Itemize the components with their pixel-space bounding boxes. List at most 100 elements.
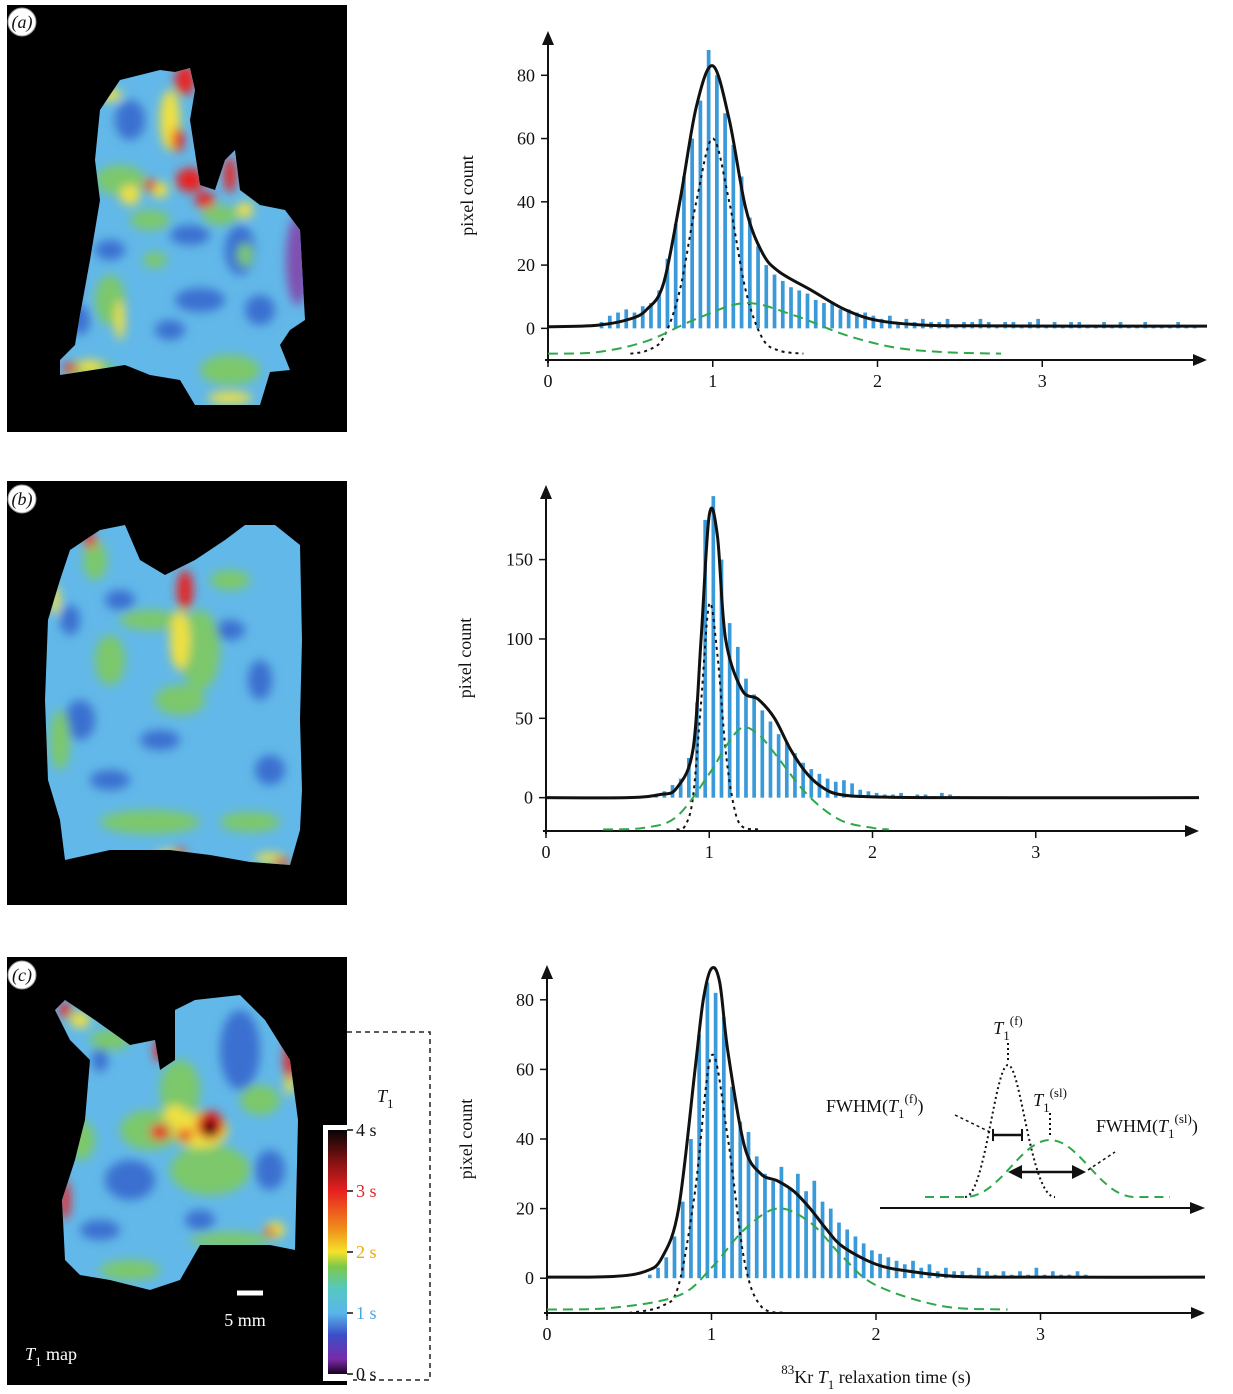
leader-line: [1087, 1151, 1116, 1171]
map-blob: [95, 240, 125, 260]
text-part: 1: [1003, 1028, 1010, 1043]
histogram-bar: [697, 1034, 702, 1279]
histogram-bar: [607, 315, 612, 329]
text-part: T: [1158, 1116, 1170, 1136]
annotation: FWHM(T1(sl)): [1096, 1111, 1198, 1141]
map-blob: [100, 1260, 160, 1280]
histogram-bar: [731, 144, 736, 329]
fit-curve: [546, 966, 1206, 1279]
histogram-bar: [858, 789, 863, 798]
map-blob: [120, 610, 180, 630]
y-axis-label: pixel count: [455, 618, 475, 698]
x-tick-label: 0: [543, 1324, 552, 1344]
histogram-bar: [952, 1271, 956, 1279]
text-part: (f): [905, 1091, 918, 1106]
histogram-bar: [845, 1229, 850, 1279]
map-blob: [120, 185, 140, 205]
text-part: (sl): [1050, 1085, 1067, 1100]
y-tick-label: 0: [525, 1268, 534, 1288]
map-texture: [59, 1002, 296, 1280]
map-blob: [92, 1048, 108, 1072]
map-blob: [143, 252, 167, 268]
panel-label: (b): [12, 489, 33, 510]
histogram-bar: [739, 176, 744, 329]
histogram-bar: [866, 791, 871, 798]
map-label: T1 map: [25, 1344, 77, 1369]
annotation: T1(f): [993, 1013, 1023, 1043]
histogram-bar: [754, 1156, 759, 1279]
arrowhead: [1008, 1165, 1022, 1179]
arrowhead: [1072, 1165, 1086, 1179]
histogram-bar: [673, 223, 678, 329]
x-tick-label: 3: [1038, 371, 1047, 391]
colorbar-tick-label: 1 s: [356, 1303, 377, 1323]
histogram-bar: [711, 496, 716, 798]
histogram-bar: [863, 312, 867, 329]
histogram-bar: [945, 318, 950, 329]
histogram-bar: [1034, 1267, 1039, 1279]
map-blob: [208, 392, 252, 404]
map-blob: [70, 1012, 90, 1028]
scale-bar-label: 5 mm: [224, 1310, 266, 1330]
fit-curve: [603, 726, 889, 831]
map-blob: [172, 128, 184, 152]
map-blob: [248, 660, 272, 700]
map-blob: [115, 100, 145, 140]
histogram-bar: [768, 721, 773, 798]
histogram-bar: [940, 792, 944, 798]
text-part: (sl): [1175, 1111, 1192, 1126]
y-axis-arrow: [541, 965, 553, 979]
map-texture: [62, 68, 305, 404]
panel-label-circle: [7, 960, 37, 990]
map-blob: [255, 755, 285, 785]
map-blob: [176, 168, 204, 192]
x-tick-label: 2: [872, 1324, 881, 1344]
text-part: ): [1192, 1116, 1198, 1137]
histogram-bar: [647, 1274, 652, 1279]
map-blob: [200, 355, 260, 385]
colorbar-tick-label: 4 s: [356, 1120, 377, 1140]
histogram-bar: [1036, 318, 1040, 329]
histogram-bar: [874, 792, 879, 798]
histogram-bar: [764, 265, 769, 329]
text-part: T: [888, 1096, 900, 1116]
text-part: T: [25, 1344, 37, 1364]
colorbar-title: T1: [377, 1086, 394, 1111]
histogram-bar: [771, 1180, 776, 1279]
map-blob: [202, 205, 238, 225]
inset-arrowhead: [1190, 1202, 1205, 1214]
map-blob: [180, 610, 220, 690]
panel-label-circle: [7, 7, 37, 37]
map-blob: [264, 1228, 276, 1236]
y-axis-label: pixel count: [457, 155, 477, 235]
histogram-bar: [812, 1180, 817, 1279]
histogram-bar: [825, 778, 830, 798]
colorbar-tick-label: 2 s: [356, 1242, 377, 1262]
map-blob: [155, 685, 205, 715]
histogram-bar: [879, 318, 884, 329]
y-tick-label: 80: [516, 990, 534, 1010]
annotation: T1(sl): [1033, 1085, 1067, 1115]
map-blob: [80, 1220, 120, 1240]
map-blob: [255, 1150, 285, 1190]
map-blob: [237, 243, 253, 267]
histogram-bar: [640, 306, 645, 329]
text-part: (f): [1010, 1013, 1023, 1028]
y-tick-label: 50: [515, 708, 533, 728]
histogram-bar: [678, 778, 683, 798]
text-part: FWHM(: [1096, 1116, 1158, 1137]
x-tick-label: 2: [868, 842, 877, 862]
y-tick-label: 0: [526, 318, 535, 338]
histogram-bar: [746, 1132, 751, 1279]
map-blob: [65, 700, 95, 740]
text-part: ): [918, 1096, 924, 1117]
map-blob: [150, 1124, 170, 1140]
map-blob: [105, 590, 135, 610]
histogram-bar: [1075, 1271, 1080, 1279]
colorbar-tick-label: 3 s: [356, 1181, 377, 1201]
annotation: FWHM(T1(f)): [826, 1091, 924, 1121]
y-tick-label: 100: [506, 629, 533, 649]
